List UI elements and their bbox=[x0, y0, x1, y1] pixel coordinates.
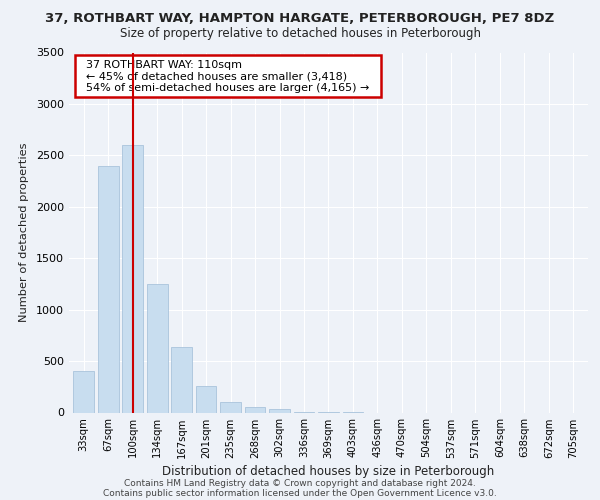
Bar bbox=[122, 145, 143, 412]
Y-axis label: Number of detached properties: Number of detached properties bbox=[19, 143, 29, 322]
Bar bbox=[147, 284, 167, 412]
Text: Size of property relative to detached houses in Peterborough: Size of property relative to detached ho… bbox=[119, 28, 481, 40]
Text: Contains HM Land Registry data © Crown copyright and database right 2024.: Contains HM Land Registry data © Crown c… bbox=[124, 478, 476, 488]
X-axis label: Distribution of detached houses by size in Peterborough: Distribution of detached houses by size … bbox=[163, 464, 494, 477]
Bar bbox=[98, 166, 119, 412]
Bar bbox=[220, 402, 241, 412]
Bar bbox=[196, 386, 217, 412]
Bar bbox=[245, 408, 265, 412]
Text: 37 ROTHBART WAY: 110sqm  
  ← 45% of detached houses are smaller (3,418)  
  54%: 37 ROTHBART WAY: 110sqm ← 45% of detache… bbox=[79, 60, 377, 93]
Text: Contains public sector information licensed under the Open Government Licence v3: Contains public sector information licen… bbox=[103, 488, 497, 498]
Bar bbox=[171, 346, 192, 412]
Text: 37, ROTHBART WAY, HAMPTON HARGATE, PETERBOROUGH, PE7 8DZ: 37, ROTHBART WAY, HAMPTON HARGATE, PETER… bbox=[46, 12, 554, 26]
Bar bbox=[73, 372, 94, 412]
Bar bbox=[269, 410, 290, 412]
